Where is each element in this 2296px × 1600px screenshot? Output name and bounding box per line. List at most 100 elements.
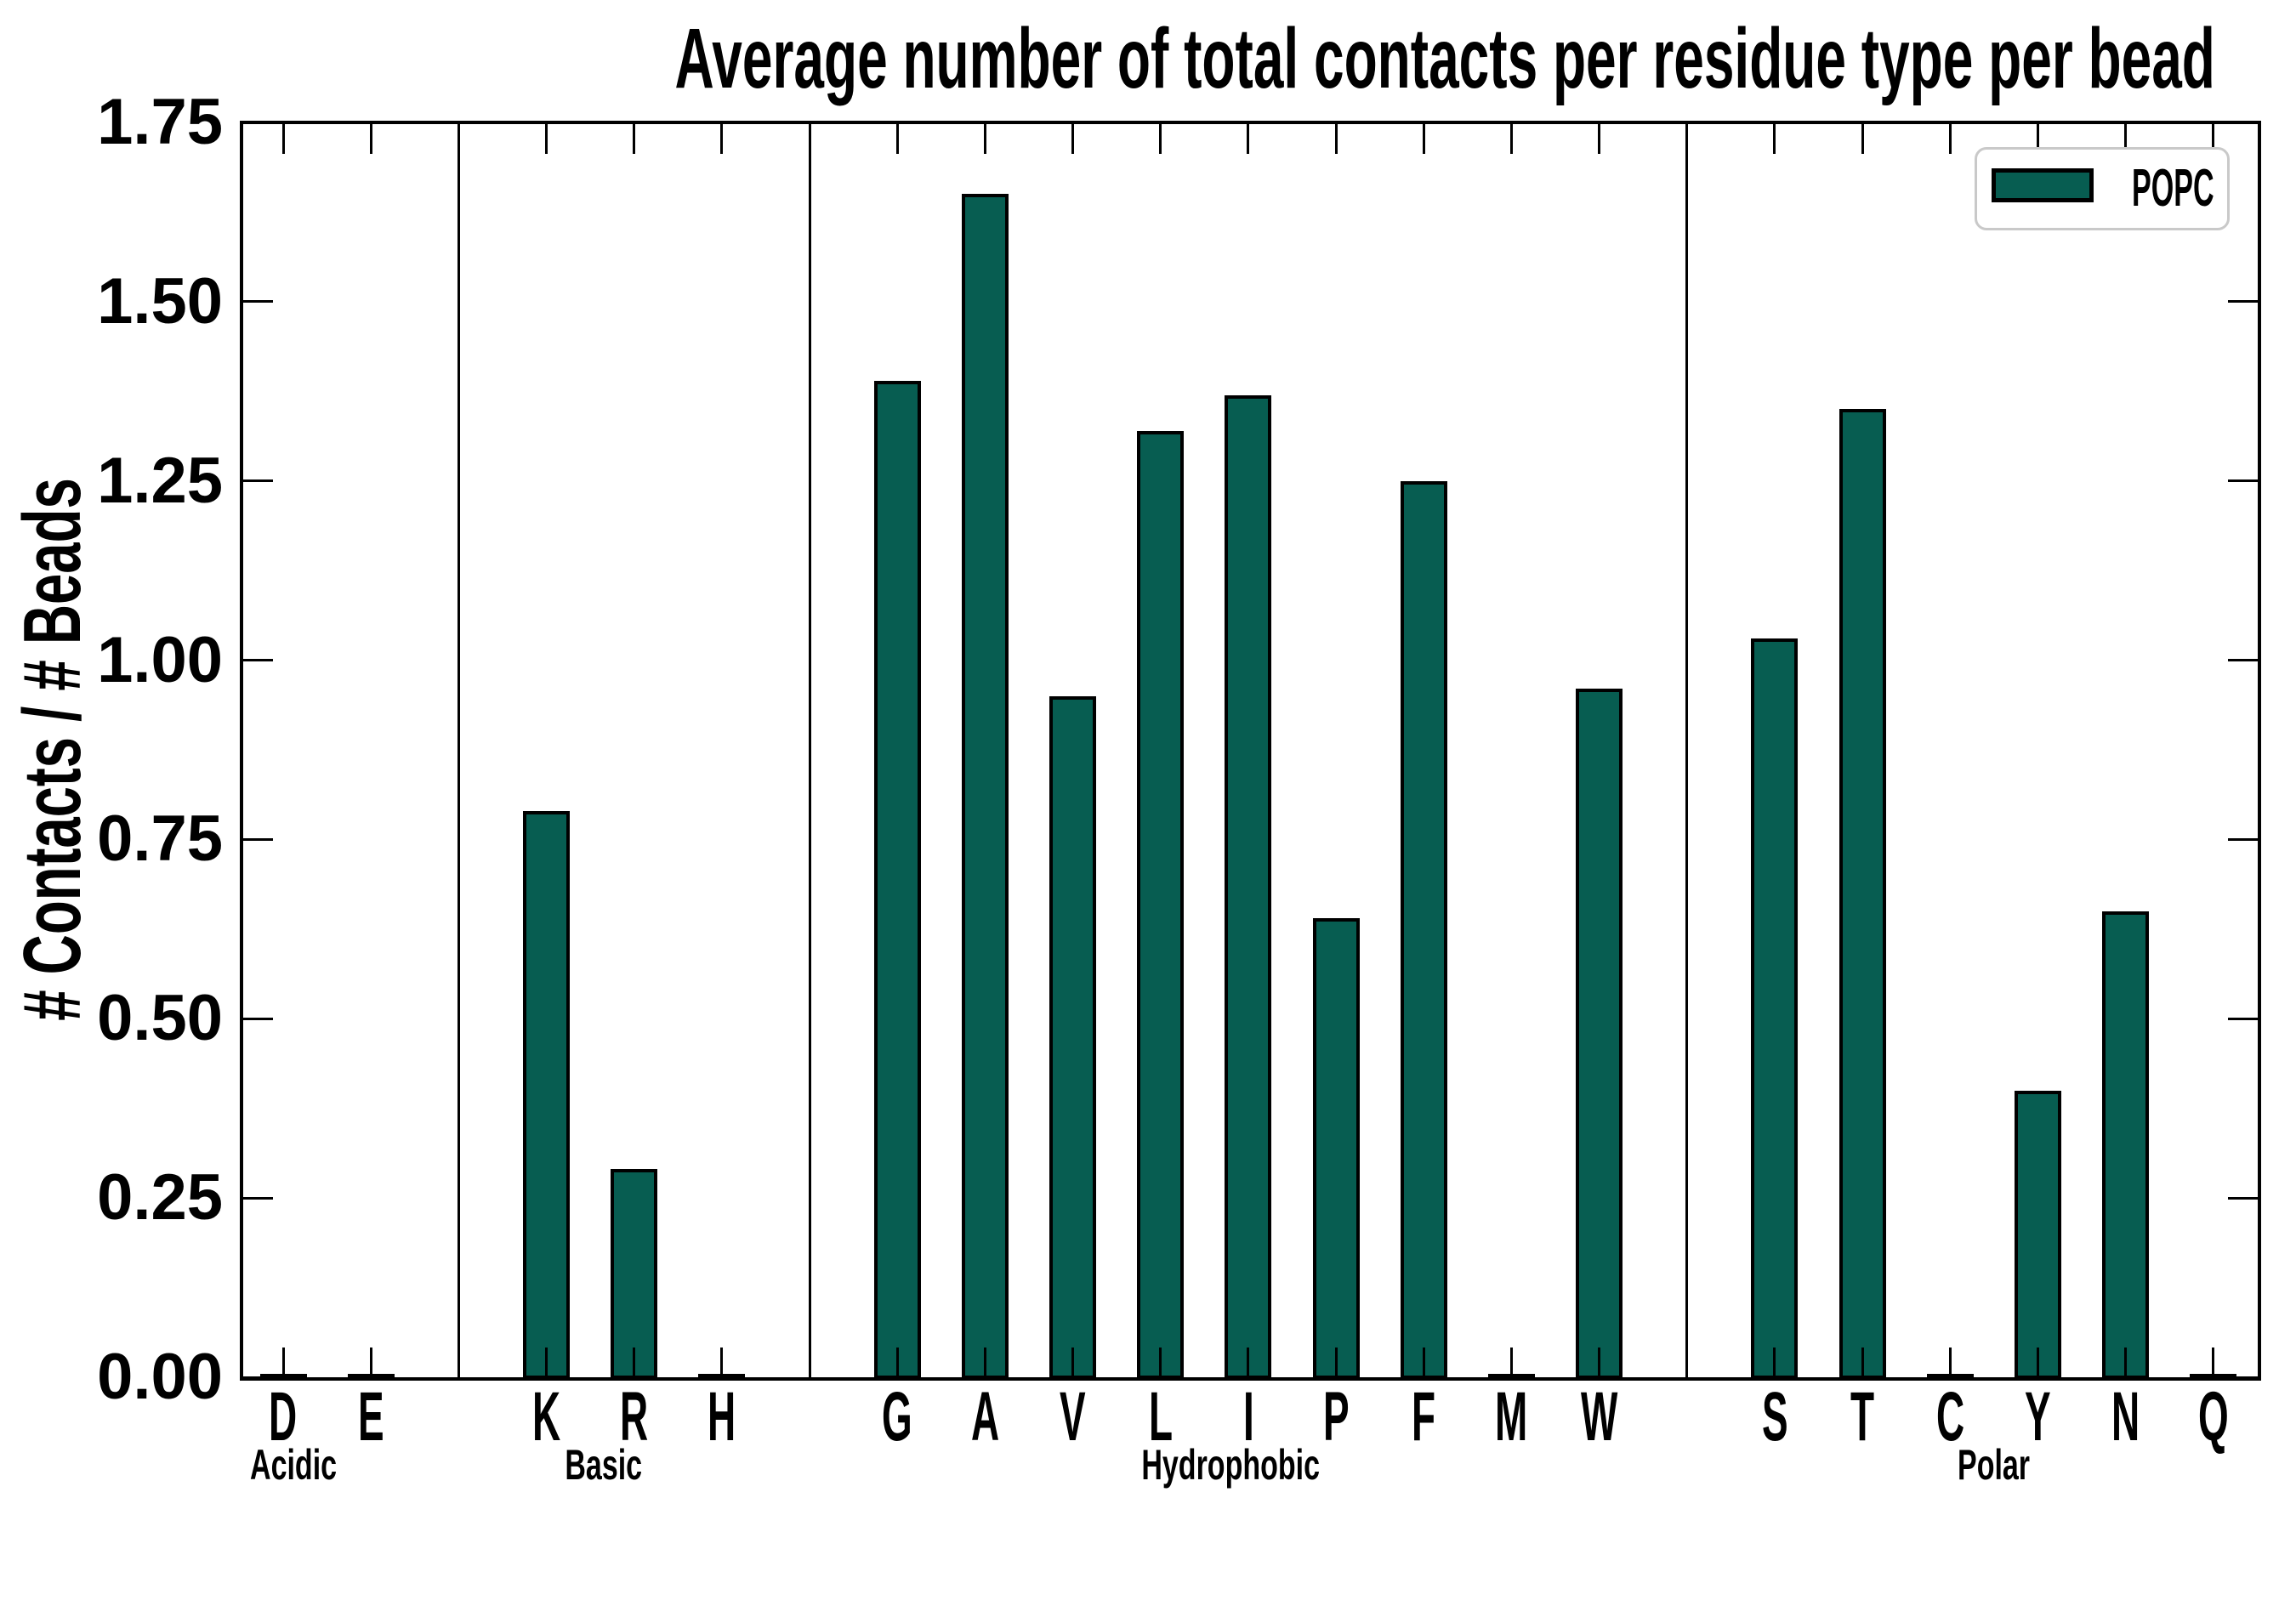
- x-tick-bottom: [1948, 1348, 1952, 1377]
- bar-L: [1137, 430, 1185, 1379]
- y-tick-left: [243, 1196, 273, 1200]
- group-separator: [808, 122, 811, 1377]
- y-tick-right: [2228, 837, 2258, 841]
- x-tick-top: [1334, 124, 1338, 154]
- bar-T: [1839, 409, 1886, 1379]
- legend-swatch-popc: [1992, 168, 2094, 202]
- y-tick-label-0.00: 0.00: [97, 1341, 223, 1413]
- group-label-hydrophobic: Hydrophobic: [1141, 1441, 1321, 1489]
- y-tick-label-1.75: 1.75: [97, 86, 223, 158]
- x-tick-top: [1861, 124, 1864, 154]
- x-tick-bottom: [1861, 1348, 1864, 1377]
- x-tick-top: [983, 124, 986, 154]
- bar-Y: [2014, 1090, 2061, 1379]
- y-tick-left: [243, 300, 273, 304]
- bar-R: [611, 1169, 658, 1379]
- x-tick-label-H: H: [708, 1378, 736, 1455]
- x-tick-label-P: P: [1322, 1378, 1350, 1455]
- bar-N: [2102, 911, 2150, 1379]
- x-tick-bottom: [633, 1348, 636, 1377]
- x-tick-bottom: [545, 1348, 548, 1377]
- x-tick-top: [1773, 124, 1776, 154]
- x-tick-bottom: [369, 1348, 372, 1377]
- x-tick-top: [545, 124, 548, 154]
- bar-F: [1400, 480, 1447, 1379]
- bar-G: [873, 380, 921, 1379]
- x-tick-label-S: S: [1761, 1378, 1788, 1455]
- y-tick-left: [243, 1017, 273, 1020]
- x-tick-bottom: [281, 1348, 285, 1377]
- x-tick-label-A: A: [970, 1378, 999, 1455]
- group-label-basic: Basic: [565, 1441, 642, 1489]
- x-tick-top: [633, 124, 636, 154]
- x-tick-label-T: T: [1850, 1378, 1875, 1455]
- y-tick-right: [2228, 1196, 2258, 1200]
- x-tick-top: [895, 124, 899, 154]
- x-tick-label-E: E: [357, 1378, 384, 1455]
- x-tick-label-I: I: [1242, 1378, 1254, 1455]
- group-label-acidic: Acidic: [250, 1441, 338, 1489]
- legend-label-popc: POPC: [2132, 159, 2214, 218]
- x-tick-top: [1948, 124, 1952, 154]
- y-tick-left: [243, 837, 273, 841]
- x-tick-label-G: G: [882, 1378, 913, 1455]
- x-tick-label-M: M: [1495, 1378, 1528, 1455]
- x-tick-top: [720, 124, 724, 154]
- x-tick-bottom: [1159, 1348, 1162, 1377]
- x-tick-bottom: [720, 1348, 724, 1377]
- x-tick-label-D: D: [269, 1378, 298, 1455]
- x-tick-bottom: [2124, 1348, 2128, 1377]
- y-tick-label-0.25: 0.25: [97, 1161, 223, 1234]
- bar-W: [1576, 689, 1623, 1379]
- y-tick-label-0.75: 0.75: [97, 803, 223, 876]
- group-separator: [1685, 122, 1689, 1377]
- bar-V: [1049, 695, 1097, 1379]
- y-tick-label-1.50: 1.50: [97, 264, 223, 338]
- x-tick-bottom: [1773, 1348, 1776, 1377]
- x-tick-top: [2124, 124, 2128, 154]
- x-tick-bottom: [1071, 1348, 1075, 1377]
- x-tick-top: [1159, 124, 1162, 154]
- x-tick-label-L: L: [1148, 1378, 1173, 1455]
- x-tick-bottom: [1422, 1348, 1425, 1377]
- x-tick-bottom: [1509, 1348, 1513, 1377]
- y-tick-label-1.25: 1.25: [97, 444, 223, 517]
- y-tick-left: [243, 121, 273, 124]
- x-tick-label-K: K: [531, 1378, 561, 1455]
- chart-title: Average number of total contacts per res…: [674, 11, 2215, 106]
- x-tick-label-N: N: [2111, 1378, 2140, 1455]
- x-tick-top: [1422, 124, 1425, 154]
- x-tick-bottom: [983, 1348, 986, 1377]
- bar-P: [1312, 918, 1360, 1379]
- x-tick-bottom: [895, 1348, 899, 1377]
- x-tick-top: [2036, 124, 2039, 154]
- x-tick-top: [2212, 124, 2215, 154]
- x-tick-top: [1071, 124, 1075, 154]
- x-tick-bottom: [2212, 1348, 2215, 1377]
- plot-frame: [240, 121, 2261, 1381]
- bar-I: [1225, 394, 1272, 1379]
- x-tick-label-Y: Y: [2025, 1378, 2051, 1455]
- x-tick-label-Q: Q: [2197, 1378, 2229, 1455]
- x-tick-bottom: [2036, 1348, 2039, 1377]
- y-tick-label-0.50: 0.50: [97, 982, 223, 1055]
- y-tick-right: [2228, 1376, 2258, 1379]
- y-tick-left: [243, 479, 273, 483]
- x-tick-label-W: W: [1580, 1378, 1618, 1455]
- y-tick-right: [2228, 659, 2258, 662]
- bar-chart: Average number of total contacts per res…: [7, 11, 2261, 1489]
- y-tick-right: [2228, 479, 2258, 483]
- y-tick-label-1.00: 1.00: [97, 623, 223, 696]
- x-tick-bottom: [1598, 1348, 1601, 1377]
- legend: POPC: [1975, 147, 2230, 230]
- group-label-polar: Polar: [1958, 1441, 2031, 1489]
- y-tick-left: [243, 659, 273, 662]
- x-tick-label-V: V: [1060, 1378, 1086, 1455]
- bar-A: [961, 194, 1009, 1379]
- y-tick-left: [243, 1376, 273, 1379]
- x-tick-label-F: F: [1412, 1378, 1436, 1455]
- y-tick-right: [2228, 121, 2258, 124]
- x-tick-label-R: R: [620, 1378, 649, 1455]
- x-tick-bottom: [1247, 1348, 1250, 1377]
- x-tick-bottom: [1334, 1348, 1338, 1377]
